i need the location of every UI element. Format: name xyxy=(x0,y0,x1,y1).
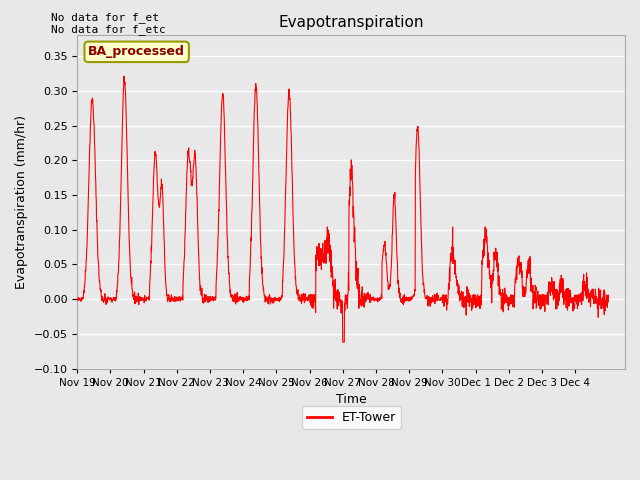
Text: No data for f_etc: No data for f_etc xyxy=(51,24,166,35)
Title: Evapotranspiration: Evapotranspiration xyxy=(278,15,424,30)
Text: BA_processed: BA_processed xyxy=(88,45,185,59)
Legend: ET-Tower: ET-Tower xyxy=(301,406,401,429)
X-axis label: Time: Time xyxy=(336,393,367,406)
Y-axis label: Evapotranspiration (mm/hr): Evapotranspiration (mm/hr) xyxy=(15,115,28,289)
Text: No data for f_et: No data for f_et xyxy=(51,12,159,23)
